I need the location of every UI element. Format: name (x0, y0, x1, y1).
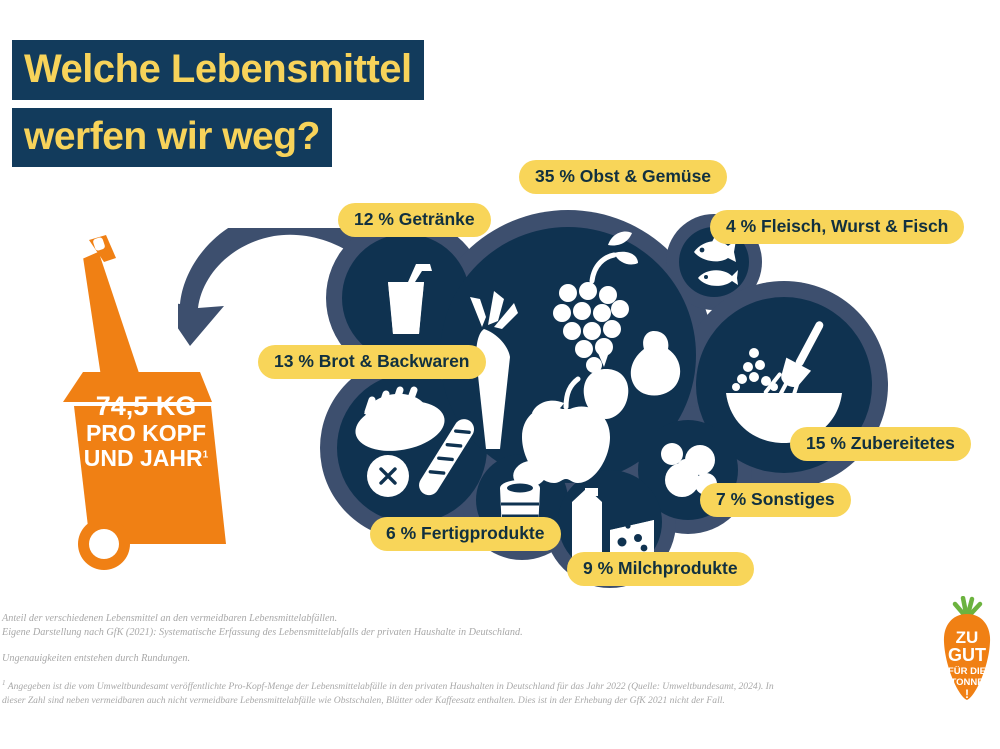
logo-line-1: ZU (956, 628, 979, 647)
footnote-marker: 1 (2, 679, 6, 688)
note-footnote: 1 Angegeben ist die vom Umweltbundesamt … (2, 678, 782, 708)
logo-line-4: TONNE (950, 677, 983, 688)
label-obst-gemuese[interactable]: 35 % Obst & Gemüse (519, 160, 728, 195)
logo-line-2: GUT (948, 645, 986, 665)
footnotes: Anteil der verschiedenen Lebensmittel an… (2, 612, 782, 708)
logo-line-5: ! (965, 687, 969, 701)
zu-gut-fuer-die-tonne-logo[interactable]: ZU GUT FÜR DIE TONNE ! (938, 596, 996, 704)
fruit-vegetable-icon (470, 231, 681, 483)
logo-line-3: FÜR DIE (948, 666, 986, 677)
misc-blobs-icon (661, 443, 717, 497)
waste-bin-icon (63, 235, 226, 570)
note-line-1: Anteil der verschiedenen Lebensmittel an… (2, 613, 338, 624)
note-line-2: Eigene Darstellung nach GfK (2021): Syst… (2, 627, 523, 639)
label-fleisch[interactable]: 4 % Fleisch, Wurst & Fisch (710, 210, 965, 245)
page-title-line-1: Welche Lebensmittel (12, 40, 424, 100)
label-milchprodukte[interactable]: 9 % Milchprodukte (567, 552, 754, 587)
page-title-line-2: werfen wir weg? (12, 108, 332, 167)
label-zubereitetes[interactable]: 15 % Zubereitetes (790, 427, 971, 462)
label-fertigprodukte[interactable]: 6 % Fertigprodukte (370, 517, 561, 552)
label-getraenke[interactable]: 12 % Getränke (338, 203, 491, 238)
fish-icon (694, 234, 738, 286)
open-can-icon (500, 460, 547, 537)
label-brot[interactable]: 13 % Brot & Backwaren (258, 345, 486, 380)
footnote-text: Angegeben ist die vom Umweltbundesamt ve… (2, 681, 774, 707)
food-category-bubbles (320, 210, 888, 588)
page-title: Welche Lebensmittel werfen wir weg? (12, 40, 424, 167)
note-line-3: Ungenauigkeiten entstehen durch Rundunge… (2, 653, 191, 665)
milk-cheese-icon (572, 488, 654, 560)
drink-glass-icon (388, 264, 432, 334)
bread-icon (355, 386, 475, 497)
bubble-obst-gemuese[interactable] (440, 227, 696, 483)
carrot-body-icon (943, 614, 991, 700)
label-sonstiges[interactable]: 7 % Sonstiges (700, 483, 851, 518)
